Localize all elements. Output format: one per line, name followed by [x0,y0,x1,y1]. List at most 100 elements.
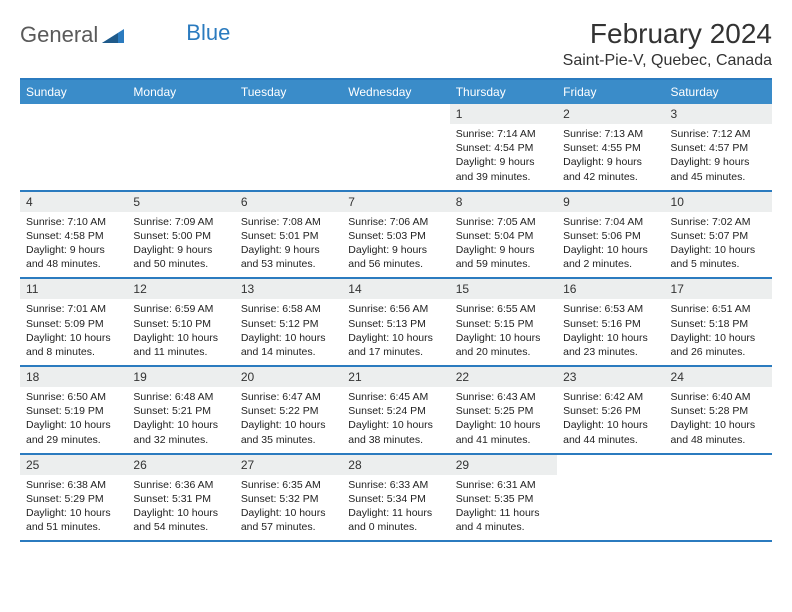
day-number: 10 [665,192,772,212]
day-body: Sunrise: 6:31 AMSunset: 5:35 PMDaylight:… [450,475,557,541]
daylight-line: Daylight: 10 hours and 29 minutes. [26,418,121,446]
daylight-line: Daylight: 10 hours and 38 minutes. [348,418,443,446]
day-number: 12 [127,279,234,299]
day-cell: 9Sunrise: 7:04 AMSunset: 5:06 PMDaylight… [557,192,664,278]
day-cell [342,104,449,190]
day-body: Sunrise: 6:48 AMSunset: 5:21 PMDaylight:… [127,387,234,453]
day-number: 22 [450,367,557,387]
daylight-line: Daylight: 10 hours and 57 minutes. [241,506,336,534]
day-body: Sunrise: 6:58 AMSunset: 5:12 PMDaylight:… [235,299,342,365]
header: General Blue February 2024 Saint-Pie-V, … [20,18,772,70]
daylight-line: Daylight: 9 hours and 42 minutes. [563,155,658,183]
day-cell [557,455,664,541]
day-of-week-row: SundayMondayTuesdayWednesdayThursdayFrid… [20,80,772,104]
day-body: Sunrise: 7:02 AMSunset: 5:07 PMDaylight:… [665,212,772,278]
sunrise-line: Sunrise: 6:58 AM [241,302,336,316]
day-body: Sunrise: 7:01 AMSunset: 5:09 PMDaylight:… [20,299,127,365]
sunrise-line: Sunrise: 6:48 AM [133,390,228,404]
sunrise-line: Sunrise: 7:10 AM [26,215,121,229]
sunset-line: Sunset: 5:22 PM [241,404,336,418]
day-cell: 19Sunrise: 6:48 AMSunset: 5:21 PMDayligh… [127,367,234,453]
day-cell [20,104,127,190]
dow-cell: Monday [127,80,234,104]
week-row: 4Sunrise: 7:10 AMSunset: 4:58 PMDaylight… [20,192,772,280]
day-body: Sunrise: 7:06 AMSunset: 5:03 PMDaylight:… [342,212,449,278]
sunrise-line: Sunrise: 7:04 AM [563,215,658,229]
daylight-line: Daylight: 9 hours and 48 minutes. [26,243,121,271]
sunset-line: Sunset: 5:32 PM [241,492,336,506]
day-body: Sunrise: 6:55 AMSunset: 5:15 PMDaylight:… [450,299,557,365]
day-body: Sunrise: 6:42 AMSunset: 5:26 PMDaylight:… [557,387,664,453]
day-number: 8 [450,192,557,212]
dow-cell: Wednesday [342,80,449,104]
day-cell: 28Sunrise: 6:33 AMSunset: 5:34 PMDayligh… [342,455,449,541]
day-number: 26 [127,455,234,475]
day-number: 4 [20,192,127,212]
day-body: Sunrise: 7:05 AMSunset: 5:04 PMDaylight:… [450,212,557,278]
day-cell: 12Sunrise: 6:59 AMSunset: 5:10 PMDayligh… [127,279,234,365]
day-number: 18 [20,367,127,387]
day-body: Sunrise: 7:10 AMSunset: 4:58 PMDaylight:… [20,212,127,278]
day-body: Sunrise: 7:09 AMSunset: 5:00 PMDaylight:… [127,212,234,278]
sunset-line: Sunset: 5:28 PM [671,404,766,418]
sunrise-line: Sunrise: 6:38 AM [26,478,121,492]
sunrise-line: Sunrise: 7:06 AM [348,215,443,229]
day-body: Sunrise: 6:47 AMSunset: 5:22 PMDaylight:… [235,387,342,453]
day-body: Sunrise: 6:43 AMSunset: 5:25 PMDaylight:… [450,387,557,453]
day-cell [665,455,772,541]
logo: General Blue [20,18,230,46]
sunset-line: Sunset: 4:55 PM [563,141,658,155]
day-body: Sunrise: 7:14 AMSunset: 4:54 PMDaylight:… [450,124,557,190]
daylight-line: Daylight: 10 hours and 48 minutes. [671,418,766,446]
calendar: SundayMondayTuesdayWednesdayThursdayFrid… [20,78,772,542]
daylight-line: Daylight: 10 hours and 23 minutes. [563,331,658,359]
page-subtitle: Saint-Pie-V, Quebec, Canada [563,52,772,70]
sunrise-line: Sunrise: 6:43 AM [456,390,551,404]
day-body: Sunrise: 6:35 AMSunset: 5:32 PMDaylight:… [235,475,342,541]
day-cell: 11Sunrise: 7:01 AMSunset: 5:09 PMDayligh… [20,279,127,365]
day-number: 24 [665,367,772,387]
day-number: 17 [665,279,772,299]
daylight-line: Daylight: 10 hours and 5 minutes. [671,243,766,271]
sunset-line: Sunset: 5:10 PM [133,317,228,331]
sunset-line: Sunset: 5:01 PM [241,229,336,243]
daylight-line: Daylight: 9 hours and 53 minutes. [241,243,336,271]
daylight-line: Daylight: 10 hours and 54 minutes. [133,506,228,534]
sunset-line: Sunset: 5:18 PM [671,317,766,331]
sunset-line: Sunset: 5:13 PM [348,317,443,331]
dow-cell: Friday [557,80,664,104]
day-number: 15 [450,279,557,299]
day-number: 19 [127,367,234,387]
day-cell: 6Sunrise: 7:08 AMSunset: 5:01 PMDaylight… [235,192,342,278]
day-cell: 2Sunrise: 7:13 AMSunset: 4:55 PMDaylight… [557,104,664,190]
sunrise-line: Sunrise: 6:56 AM [348,302,443,316]
sunset-line: Sunset: 5:15 PM [456,317,551,331]
daylight-line: Daylight: 9 hours and 50 minutes. [133,243,228,271]
day-number: 5 [127,192,234,212]
day-cell: 26Sunrise: 6:36 AMSunset: 5:31 PMDayligh… [127,455,234,541]
day-body: Sunrise: 6:53 AMSunset: 5:16 PMDaylight:… [557,299,664,365]
day-body: Sunrise: 6:59 AMSunset: 5:10 PMDaylight:… [127,299,234,365]
day-body: Sunrise: 6:40 AMSunset: 5:28 PMDaylight:… [665,387,772,453]
day-cell: 17Sunrise: 6:51 AMSunset: 5:18 PMDayligh… [665,279,772,365]
daylight-line: Daylight: 10 hours and 2 minutes. [563,243,658,271]
sunset-line: Sunset: 5:29 PM [26,492,121,506]
day-cell: 10Sunrise: 7:02 AMSunset: 5:07 PMDayligh… [665,192,772,278]
sunrise-line: Sunrise: 7:02 AM [671,215,766,229]
day-number: 11 [20,279,127,299]
sunrise-line: Sunrise: 7:08 AM [241,215,336,229]
day-cell: 3Sunrise: 7:12 AMSunset: 4:57 PMDaylight… [665,104,772,190]
day-cell: 8Sunrise: 7:05 AMSunset: 5:04 PMDaylight… [450,192,557,278]
sunrise-line: Sunrise: 6:47 AM [241,390,336,404]
day-number: 7 [342,192,449,212]
day-cell: 23Sunrise: 6:42 AMSunset: 5:26 PMDayligh… [557,367,664,453]
day-number: 2 [557,104,664,124]
week-row: 25Sunrise: 6:38 AMSunset: 5:29 PMDayligh… [20,455,772,543]
sunrise-line: Sunrise: 6:59 AM [133,302,228,316]
day-body: Sunrise: 7:13 AMSunset: 4:55 PMDaylight:… [557,124,664,190]
daylight-line: Daylight: 10 hours and 14 minutes. [241,331,336,359]
daylight-line: Daylight: 10 hours and 44 minutes. [563,418,658,446]
day-number: 1 [450,104,557,124]
day-body: Sunrise: 6:50 AMSunset: 5:19 PMDaylight:… [20,387,127,453]
sunrise-line: Sunrise: 6:33 AM [348,478,443,492]
